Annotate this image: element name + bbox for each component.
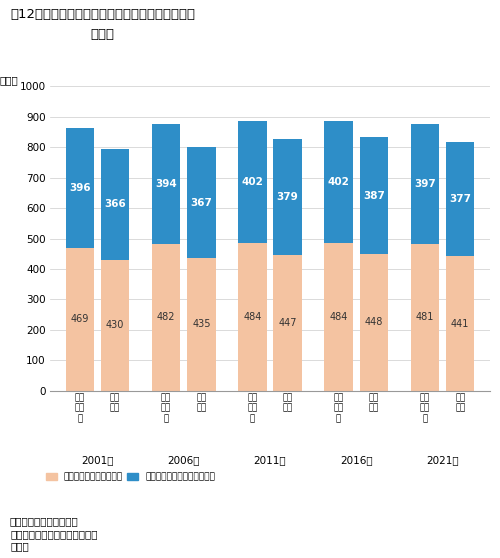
Bar	[101, 148, 130, 260]
Text: 367: 367	[190, 198, 212, 208]
Bar	[410, 244, 439, 391]
Text: 介護
未実
施: 介護 未実 施	[161, 393, 171, 423]
Text: 366: 366	[104, 199, 126, 209]
Bar	[66, 128, 94, 248]
Text: 介護
実施: 介護 実施	[282, 393, 293, 413]
Text: 介護
未実
施: 介護 未実 施	[334, 393, 344, 423]
Text: 動時間: 動時間	[90, 28, 114, 41]
Bar	[446, 257, 474, 391]
Bar	[238, 243, 266, 391]
Text: 介護
実施: 介護 実施	[110, 393, 120, 413]
Text: 2001年: 2001年	[81, 455, 114, 465]
Text: 2021年: 2021年	[426, 455, 459, 465]
Text: 435: 435	[192, 320, 210, 329]
Text: 377: 377	[449, 194, 471, 204]
Bar	[101, 260, 130, 391]
Text: 484: 484	[330, 312, 348, 322]
Text: 387: 387	[363, 190, 385, 200]
Text: 図12　介護実施有無別の仕事、３次活動の平均行: 図12 介護実施有無別の仕事、３次活動の平均行	[10, 8, 195, 21]
Text: 482: 482	[157, 312, 176, 323]
Bar	[410, 123, 439, 244]
Text: 469: 469	[70, 314, 89, 324]
Text: 430: 430	[106, 320, 124, 330]
Text: 2016年: 2016年	[340, 455, 372, 465]
Text: 394: 394	[155, 179, 177, 189]
Bar	[187, 147, 216, 258]
Text: 出所：社会生活基本調査: 出所：社会生活基本調査	[10, 516, 79, 526]
Text: をもとに医薬産業政策研究所に: をもとに医薬産業政策研究所に	[10, 529, 98, 539]
Text: 402: 402	[242, 177, 264, 187]
Text: 379: 379	[277, 192, 298, 202]
Text: 447: 447	[278, 318, 297, 328]
Bar	[152, 244, 180, 391]
Text: 2006年: 2006年	[168, 455, 200, 465]
Bar	[238, 121, 266, 243]
Bar	[324, 121, 353, 243]
Bar	[274, 140, 302, 254]
Text: 介護
実施: 介護 実施	[369, 393, 379, 413]
Bar	[66, 248, 94, 391]
Bar	[152, 124, 180, 244]
Text: て作成: て作成	[10, 541, 29, 551]
Text: 介護
実施: 介護 実施	[455, 393, 466, 413]
Text: 介護
未実
施: 介護 未実 施	[247, 393, 258, 423]
Text: 441: 441	[451, 319, 469, 329]
Text: 介護
実施: 介護 実施	[196, 393, 206, 413]
Bar	[274, 254, 302, 391]
Text: （分）: （分）	[0, 75, 18, 85]
Text: 介護
未実
施: 介護 未実 施	[420, 393, 430, 423]
Text: 396: 396	[69, 183, 90, 193]
Bar	[360, 254, 388, 391]
Text: 484: 484	[243, 312, 262, 322]
Bar	[446, 142, 474, 257]
Text: 448: 448	[365, 318, 383, 328]
Bar	[360, 137, 388, 254]
Text: 402: 402	[328, 177, 349, 187]
Text: 481: 481	[416, 312, 434, 323]
Text: 介護
未実
施: 介護 未実 施	[74, 393, 85, 423]
Text: 397: 397	[414, 179, 436, 189]
Bar	[187, 258, 216, 391]
Text: 2011年: 2011年	[254, 455, 286, 465]
Legend: 仕事（行動者平均時間）, ３次活動（行動者平均時間）: 仕事（行動者平均時間）, ３次活動（行動者平均時間）	[46, 473, 215, 482]
Bar	[324, 243, 353, 391]
